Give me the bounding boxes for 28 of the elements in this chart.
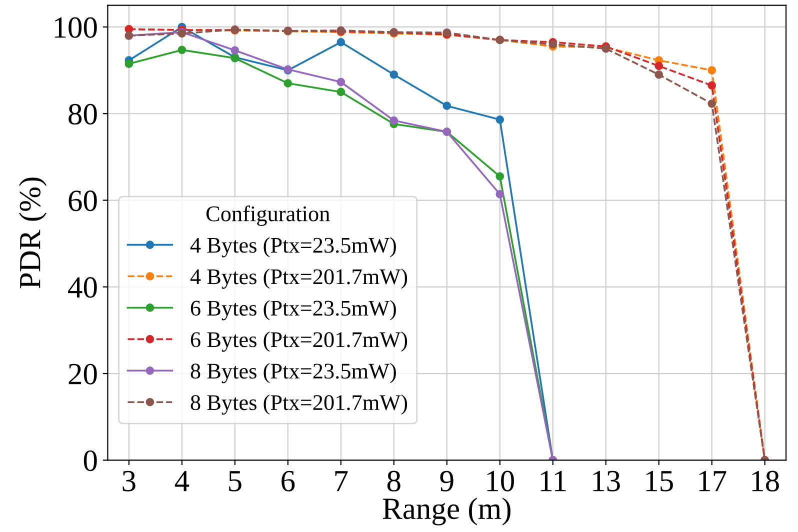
x-tick-label: 3 (122, 470, 136, 492)
x-tick-label: 8 (387, 470, 400, 492)
legend-label: 6 Bytes (Ptx=23.5mW) (190, 300, 396, 320)
x-tick-label: 5 (229, 471, 242, 492)
x-axis-title: Range (m) (382, 498, 510, 526)
y-axis-title: PDR (%) (18, 178, 47, 288)
y-tick-label: 80 (68, 104, 97, 125)
y-tick-label: 0 (84, 450, 97, 472)
x-tick-label: 10 (487, 470, 514, 492)
legend-title: Configuration (206, 205, 330, 226)
y-tick-label: 40 (68, 277, 97, 298)
legend-label: 8 Bytes (Ptx=201.7mW) (190, 394, 408, 415)
x-tick-label: 17 (699, 470, 726, 492)
x-tick-label: 15 (646, 470, 673, 492)
y-tick-label: 100 (54, 17, 97, 38)
legend-label: 6 Bytes (Ptx=201.7mW) (190, 332, 408, 352)
legend-label: 4 Bytes (Ptx=23.5mW) (190, 237, 396, 258)
x-tick-label: 11 (540, 470, 566, 492)
legend-label: 8 Bytes (Ptx=23.5mW) (190, 363, 396, 384)
x-tick-label: 7 (335, 471, 348, 492)
x-tick-label: 4 (174, 470, 190, 492)
x-tick-label: 13 (593, 470, 620, 492)
x-tick-label: 6 (282, 470, 295, 492)
y-tick-label: 20 (68, 364, 97, 384)
x-tick-label: 18 (752, 470, 779, 492)
x-tick-label: 9 (440, 470, 454, 492)
y-tick-label: 60 (68, 190, 97, 212)
legend-label: 4 Bytes (Ptx=201.7mW) (190, 268, 408, 289)
